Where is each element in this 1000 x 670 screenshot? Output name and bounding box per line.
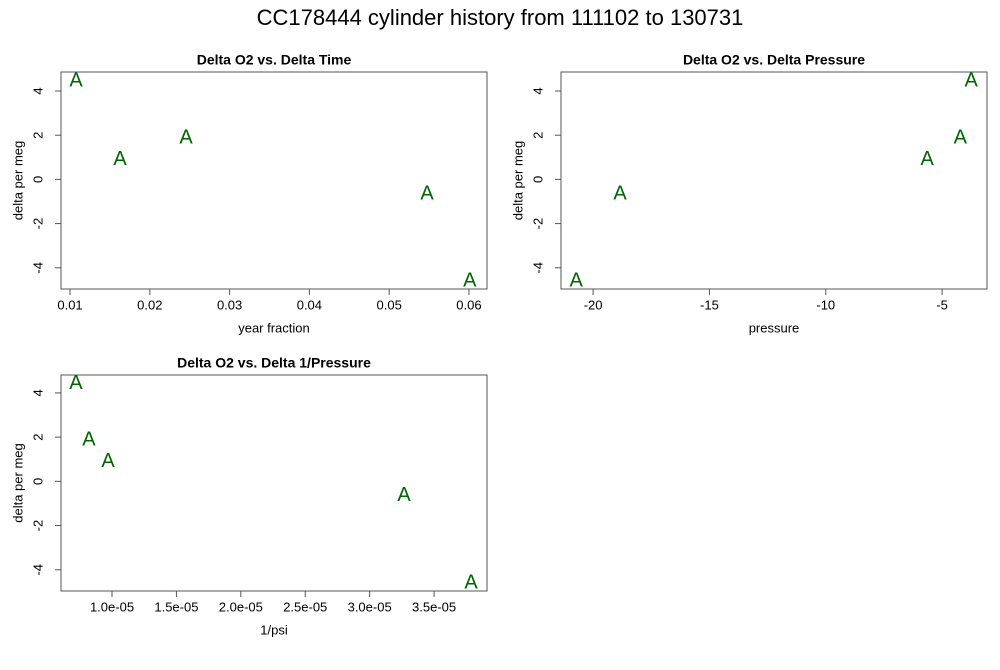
x-tick-label: -20: [584, 297, 603, 312]
y-tick-label: -4: [30, 564, 45, 576]
scatter-point: A: [463, 269, 477, 291]
scatter-point: A: [954, 126, 968, 148]
y-tick-label: -2: [530, 218, 545, 230]
x-tick-label: 0.04: [297, 297, 322, 312]
scatter-point: A: [113, 148, 127, 170]
plot-frame: [60, 71, 488, 290]
scatter-point: A: [82, 428, 96, 450]
y-tick-label: -2: [30, 218, 45, 230]
y-axis-label: delta per meg: [510, 141, 525, 221]
scatter-point: A: [397, 484, 411, 506]
panel-title: Delta O2 vs. Delta Pressure: [683, 52, 865, 68]
page-title: CC178444 cylinder history from 111102 to…: [257, 5, 744, 30]
x-axis-label: pressure: [749, 320, 800, 335]
y-tick-label: 4: [30, 87, 45, 94]
plot-frame: [560, 71, 988, 290]
scatter-point: A: [179, 126, 193, 148]
panel-title: Delta O2 vs. Delta 1/Pressure: [177, 355, 371, 371]
x-tick-label: 0.01: [57, 297, 82, 312]
panel-title: Delta O2 vs. Delta Time: [197, 52, 352, 68]
scatter-point: A: [420, 182, 434, 204]
y-tick-label: 0: [30, 176, 45, 183]
x-tick-label: 2.5e-05: [283, 599, 327, 614]
x-tick-label: 0.05: [377, 297, 402, 312]
y-axis-label: delta per meg: [10, 443, 25, 523]
scatter-point: A: [965, 69, 979, 91]
x-tick-label: 3.5e-05: [412, 599, 456, 614]
y-tick-label: -2: [30, 520, 45, 532]
y-tick-label: -4: [530, 262, 545, 274]
scatter-point: A: [569, 269, 583, 291]
y-tick-label: 0: [530, 176, 545, 183]
y-tick-label: 4: [30, 389, 45, 396]
y-tick-label: 2: [530, 132, 545, 139]
x-tick-label: -15: [700, 297, 719, 312]
x-tick-label: 0.06: [456, 297, 481, 312]
y-tick-label: 0: [30, 478, 45, 485]
scatter-point: A: [69, 69, 83, 91]
y-tick-label: -4: [30, 262, 45, 274]
x-axis-label: 1/psi: [260, 622, 288, 637]
y-tick-label: 2: [30, 132, 45, 139]
x-tick-label: -10: [816, 297, 835, 312]
x-tick-label: 0.03: [217, 297, 242, 312]
scatter-point: A: [613, 182, 627, 204]
x-tick-label: 3.0e-05: [348, 599, 392, 614]
plot-frame: [60, 374, 488, 592]
x-axis-label: year fraction: [238, 320, 310, 335]
scatter-point: A: [464, 571, 478, 593]
x-tick-label: 1.5e-05: [154, 599, 198, 614]
scatter-point: A: [101, 450, 115, 472]
scatter-point: A: [69, 372, 83, 394]
scatter-point: A: [921, 148, 935, 170]
y-axis-label: delta per meg: [10, 141, 25, 221]
x-tick-label: -5: [936, 297, 948, 312]
x-tick-label: 0.02: [137, 297, 162, 312]
y-tick-label: 4: [530, 87, 545, 94]
x-tick-label: 1.0e-05: [90, 599, 134, 614]
y-tick-label: 2: [30, 434, 45, 441]
x-tick-label: 2.0e-05: [219, 599, 263, 614]
